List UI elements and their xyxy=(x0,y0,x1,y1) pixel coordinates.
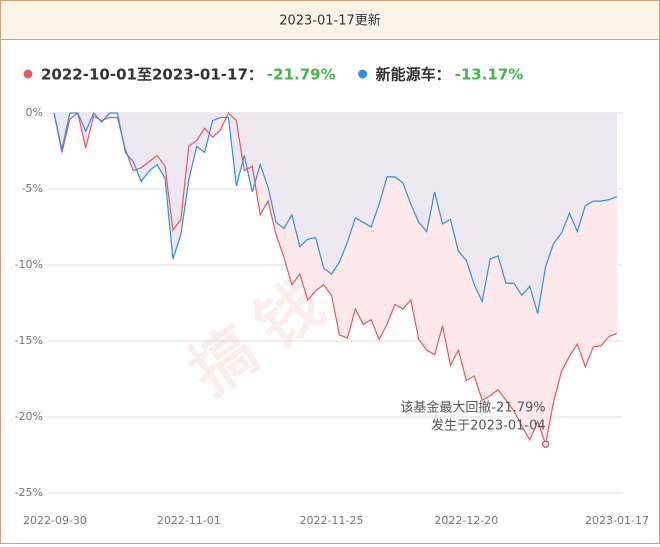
annotation: 该基金最大回撤-21.79% xyxy=(400,400,545,416)
legend-marker xyxy=(23,69,33,79)
legend-label: 新能源车： xyxy=(376,66,451,84)
legend-marker xyxy=(358,69,368,79)
x-tick-label: 2022-09-30 xyxy=(23,514,87,527)
y-tick-label: -5% xyxy=(22,182,43,195)
series-line xyxy=(53,111,618,314)
annotation: 发生于2023-01-04 xyxy=(431,418,546,434)
area xyxy=(54,113,617,314)
max-drawdown-point xyxy=(541,440,550,448)
header-title: 2023-01-17更新 xyxy=(279,13,381,29)
legend-change: -13.17% xyxy=(455,66,524,84)
y-tick-label: 0% xyxy=(26,106,43,119)
x-tick-label: 2022-11-01 xyxy=(157,514,221,527)
x-tick-label: 2022-12-20 xyxy=(434,514,498,527)
y-tick-label: -20% xyxy=(15,410,43,423)
legend-label: 2022-10-01至2023-01-17： xyxy=(41,66,263,84)
series-line xyxy=(53,111,618,447)
legend-change: -21.79% xyxy=(267,66,336,84)
header-bar xyxy=(1,1,659,39)
y-tick-label: -25% xyxy=(15,486,43,499)
y-tick-label: -10% xyxy=(15,258,43,271)
x-tick-label: 2023-01-17 xyxy=(585,514,649,527)
x-tick-label: 2022-11-25 xyxy=(300,514,364,527)
y-tick-label: -15% xyxy=(15,334,43,347)
